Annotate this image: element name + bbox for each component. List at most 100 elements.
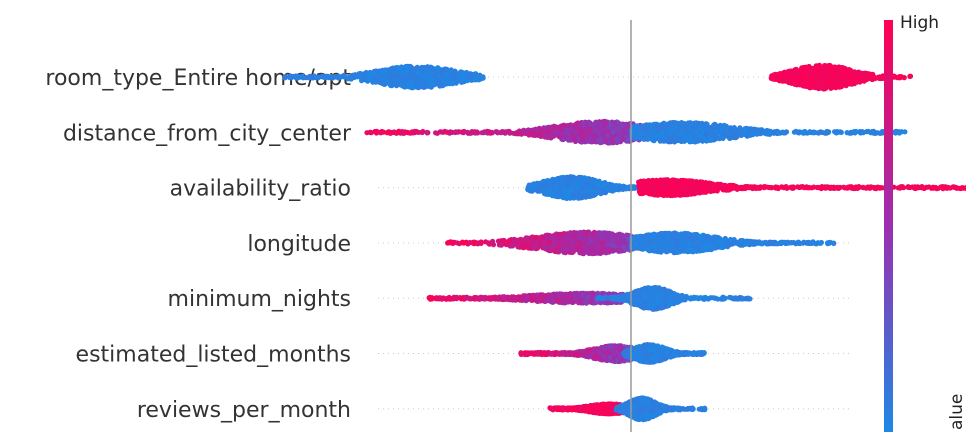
feature-rows: room_type_Entire home/aptdistance_from_c…	[45, 62, 966, 423]
shap-point	[873, 130, 879, 136]
shap-point	[375, 72, 381, 78]
shap-point	[687, 138, 693, 144]
shap-point	[809, 66, 815, 72]
shap-point	[579, 137, 586, 143]
feature-label: distance_from_city_center	[63, 121, 352, 146]
shap-point	[831, 68, 837, 74]
shap-point	[639, 128, 646, 134]
shap-point	[424, 130, 430, 136]
shap-point	[499, 129, 505, 135]
shap-point	[650, 137, 656, 143]
shap-point	[387, 74, 393, 81]
shap-point	[535, 188, 541, 194]
shap-point	[448, 67, 454, 73]
shap-point	[586, 188, 593, 194]
shap-point	[413, 77, 419, 83]
shap-point	[616, 128, 622, 134]
shap-point	[404, 129, 410, 135]
shap-point	[456, 129, 462, 135]
shap-point	[827, 62, 833, 69]
shap-point	[676, 126, 682, 132]
shap-point	[373, 79, 379, 85]
shap-point	[606, 182, 612, 188]
shap-point	[336, 75, 342, 81]
shap-point	[635, 135, 642, 141]
shap-point	[435, 78, 441, 84]
shap-point	[802, 128, 808, 135]
shap-point	[629, 129, 635, 135]
shap-point	[371, 71, 377, 77]
shap-point	[565, 193, 571, 199]
shap-point	[692, 134, 698, 140]
shap-point	[351, 73, 357, 79]
shap-point	[667, 122, 673, 128]
shap-point	[816, 130, 822, 136]
shap-point	[610, 129, 616, 135]
shap-point	[814, 77, 820, 83]
shap-point	[785, 77, 791, 83]
shap-point	[444, 66, 450, 72]
shap-point	[779, 75, 785, 81]
shap-point	[286, 74, 292, 80]
shap-point	[766, 131, 773, 137]
shap-point	[746, 129, 753, 135]
shap-point	[871, 76, 878, 82]
shap-point	[551, 132, 557, 138]
shap-point	[588, 126, 594, 132]
shap-point	[819, 83, 825, 89]
shap-point	[566, 137, 572, 143]
shap-point	[603, 121, 609, 127]
shap-point	[465, 129, 471, 135]
shap-point	[572, 189, 578, 195]
shap-point	[396, 128, 402, 134]
shap-point	[387, 130, 393, 136]
shap-point	[643, 132, 649, 138]
shap-point	[451, 75, 457, 81]
shap-point	[480, 75, 486, 81]
shap-point	[697, 126, 703, 132]
shap-point	[737, 132, 743, 138]
shap-point	[579, 184, 585, 190]
shap-point	[597, 136, 603, 142]
shap-point	[588, 183, 594, 189]
shap-point	[830, 83, 836, 89]
shap-point	[322, 74, 328, 80]
shap-point	[676, 132, 682, 138]
shap-point	[583, 126, 589, 132]
shap-point	[896, 130, 903, 136]
shap-point	[859, 129, 865, 135]
shap-point	[389, 82, 395, 88]
shap-point	[612, 120, 618, 126]
shap-point	[526, 132, 532, 138]
shap-point	[792, 81, 798, 87]
shap-point	[723, 123, 729, 129]
shap-point	[792, 77, 798, 83]
shap-point	[555, 176, 561, 182]
shap-point	[551, 124, 558, 130]
shap-point	[678, 120, 684, 126]
shap-point	[572, 129, 579, 135]
shap-point	[428, 75, 434, 81]
shap-point	[708, 136, 714, 142]
shap-point	[585, 138, 592, 144]
shap-point	[781, 130, 787, 136]
shap-point	[731, 125, 737, 131]
shap-point	[530, 130, 537, 136]
shap-point	[581, 175, 587, 181]
shap-point	[837, 129, 843, 135]
shap-point	[898, 74, 904, 80]
shap-point	[667, 135, 673, 142]
shap-point	[366, 77, 372, 83]
shap-point	[380, 129, 386, 135]
shap-point	[902, 129, 908, 135]
shap-point	[596, 130, 602, 136]
shap-point	[550, 190, 556, 196]
shap-point	[293, 75, 299, 81]
shap-point	[347, 76, 353, 82]
shap-point	[802, 69, 808, 75]
shap-point	[622, 122, 628, 128]
shap-point	[397, 65, 403, 71]
shap-point	[481, 130, 487, 136]
shap-point	[488, 129, 495, 136]
